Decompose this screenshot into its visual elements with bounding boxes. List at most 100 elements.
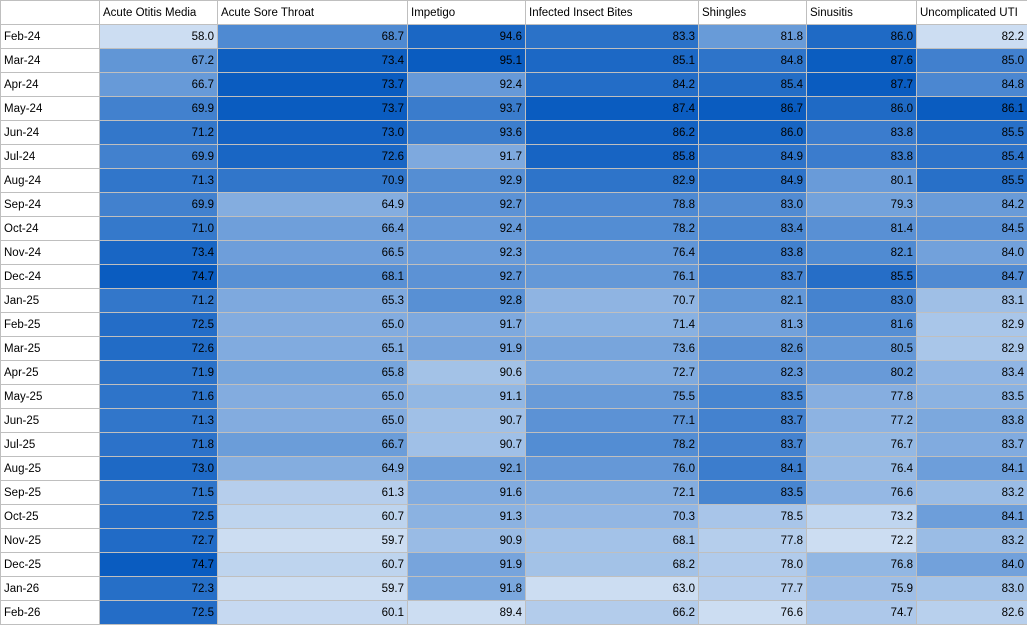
value-cell[interactable]: 85.4 [699, 73, 807, 97]
value-cell[interactable]: 74.7 [807, 601, 917, 625]
value-cell[interactable]: 69.9 [100, 193, 218, 217]
value-cell[interactable]: 58.0 [100, 25, 218, 49]
value-cell[interactable]: 83.5 [917, 385, 1027, 409]
value-cell[interactable]: 79.3 [807, 193, 917, 217]
value-cell[interactable]: 69.9 [100, 97, 218, 121]
value-cell[interactable]: 90.7 [408, 433, 526, 457]
value-cell[interactable]: 76.0 [526, 457, 699, 481]
value-cell[interactable]: 92.3 [408, 241, 526, 265]
row-label[interactable]: May-24 [1, 97, 100, 121]
value-cell[interactable]: 84.1 [699, 457, 807, 481]
value-cell[interactable]: 71.9 [100, 361, 218, 385]
value-cell[interactable]: 83.3 [526, 25, 699, 49]
value-cell[interactable]: 86.0 [807, 25, 917, 49]
row-label[interactable]: Oct-24 [1, 217, 100, 241]
value-cell[interactable]: 95.1 [408, 49, 526, 73]
value-cell[interactable]: 94.6 [408, 25, 526, 49]
value-cell[interactable]: 73.6 [526, 337, 699, 361]
value-cell[interactable]: 92.4 [408, 217, 526, 241]
value-cell[interactable]: 81.4 [807, 217, 917, 241]
value-cell[interactable]: 76.4 [807, 457, 917, 481]
row-label[interactable]: Nov-24 [1, 241, 100, 265]
value-cell[interactable]: 84.2 [526, 73, 699, 97]
row-label[interactable]: Nov-25 [1, 529, 100, 553]
value-cell[interactable]: 65.8 [218, 361, 408, 385]
value-cell[interactable]: 70.3 [526, 505, 699, 529]
value-cell[interactable]: 83.7 [699, 433, 807, 457]
value-cell[interactable]: 73.7 [218, 73, 408, 97]
value-cell[interactable]: 86.0 [807, 97, 917, 121]
value-cell[interactable]: 77.8 [807, 385, 917, 409]
row-label[interactable]: May-25 [1, 385, 100, 409]
value-cell[interactable]: 75.9 [807, 577, 917, 601]
value-cell[interactable]: 82.2 [917, 25, 1027, 49]
value-cell[interactable]: 81.8 [699, 25, 807, 49]
value-cell[interactable]: 78.5 [699, 505, 807, 529]
value-cell[interactable]: 76.6 [807, 481, 917, 505]
value-cell[interactable]: 93.7 [408, 97, 526, 121]
value-cell[interactable]: 72.5 [100, 601, 218, 625]
value-cell[interactable]: 83.5 [699, 385, 807, 409]
value-cell[interactable]: 91.9 [408, 337, 526, 361]
value-cell[interactable]: 84.2 [917, 193, 1027, 217]
value-cell[interactable]: 91.6 [408, 481, 526, 505]
value-cell[interactable]: 72.6 [100, 337, 218, 361]
value-cell[interactable]: 90.7 [408, 409, 526, 433]
value-cell[interactable]: 86.0 [699, 121, 807, 145]
value-cell[interactable]: 83.0 [917, 577, 1027, 601]
value-cell[interactable]: 86.2 [526, 121, 699, 145]
value-cell[interactable]: 68.7 [218, 25, 408, 49]
value-cell[interactable]: 77.2 [807, 409, 917, 433]
value-cell[interactable]: 72.6 [218, 145, 408, 169]
row-label[interactable]: Jun-24 [1, 121, 100, 145]
value-cell[interactable]: 73.0 [100, 457, 218, 481]
value-cell[interactable]: 66.4 [218, 217, 408, 241]
value-cell[interactable]: 83.8 [917, 409, 1027, 433]
value-cell[interactable]: 70.9 [218, 169, 408, 193]
value-cell[interactable]: 77.8 [699, 529, 807, 553]
value-cell[interactable]: 71.0 [100, 217, 218, 241]
value-cell[interactable]: 76.4 [526, 241, 699, 265]
value-cell[interactable]: 71.2 [100, 289, 218, 313]
value-cell[interactable]: 85.5 [917, 169, 1027, 193]
value-cell[interactable]: 59.7 [218, 577, 408, 601]
value-cell[interactable]: 92.8 [408, 289, 526, 313]
value-cell[interactable]: 84.8 [699, 49, 807, 73]
column-header[interactable]: Infected Insect Bites [526, 1, 699, 25]
value-cell[interactable]: 83.4 [917, 361, 1027, 385]
row-label[interactable]: Aug-24 [1, 169, 100, 193]
value-cell[interactable]: 71.3 [100, 409, 218, 433]
value-cell[interactable]: 81.3 [699, 313, 807, 337]
value-cell[interactable]: 71.4 [526, 313, 699, 337]
value-cell[interactable]: 86.1 [917, 97, 1027, 121]
value-cell[interactable]: 82.3 [699, 361, 807, 385]
value-cell[interactable]: 92.4 [408, 73, 526, 97]
row-label[interactable]: Jun-25 [1, 409, 100, 433]
value-cell[interactable]: 70.7 [526, 289, 699, 313]
value-cell[interactable]: 76.8 [807, 553, 917, 577]
value-cell[interactable]: 60.1 [218, 601, 408, 625]
row-label[interactable]: Jul-25 [1, 433, 100, 457]
value-cell[interactable]: 72.2 [807, 529, 917, 553]
value-cell[interactable]: 66.2 [526, 601, 699, 625]
value-cell[interactable]: 84.7 [917, 265, 1027, 289]
value-cell[interactable]: 83.4 [699, 217, 807, 241]
value-cell[interactable]: 83.5 [699, 481, 807, 505]
value-cell[interactable]: 80.5 [807, 337, 917, 361]
value-cell[interactable]: 66.5 [218, 241, 408, 265]
value-cell[interactable]: 86.7 [699, 97, 807, 121]
value-cell[interactable]: 83.7 [699, 409, 807, 433]
value-cell[interactable]: 69.9 [100, 145, 218, 169]
value-cell[interactable]: 78.0 [699, 553, 807, 577]
value-cell[interactable]: 92.9 [408, 169, 526, 193]
value-cell[interactable]: 84.0 [917, 553, 1027, 577]
row-label[interactable]: Sep-25 [1, 481, 100, 505]
value-cell[interactable]: 90.6 [408, 361, 526, 385]
value-cell[interactable]: 71.8 [100, 433, 218, 457]
value-cell[interactable]: 83.7 [699, 265, 807, 289]
value-cell[interactable]: 92.7 [408, 265, 526, 289]
value-cell[interactable]: 74.7 [100, 265, 218, 289]
value-cell[interactable]: 85.4 [917, 145, 1027, 169]
value-cell[interactable]: 85.1 [526, 49, 699, 73]
value-cell[interactable]: 80.2 [807, 361, 917, 385]
